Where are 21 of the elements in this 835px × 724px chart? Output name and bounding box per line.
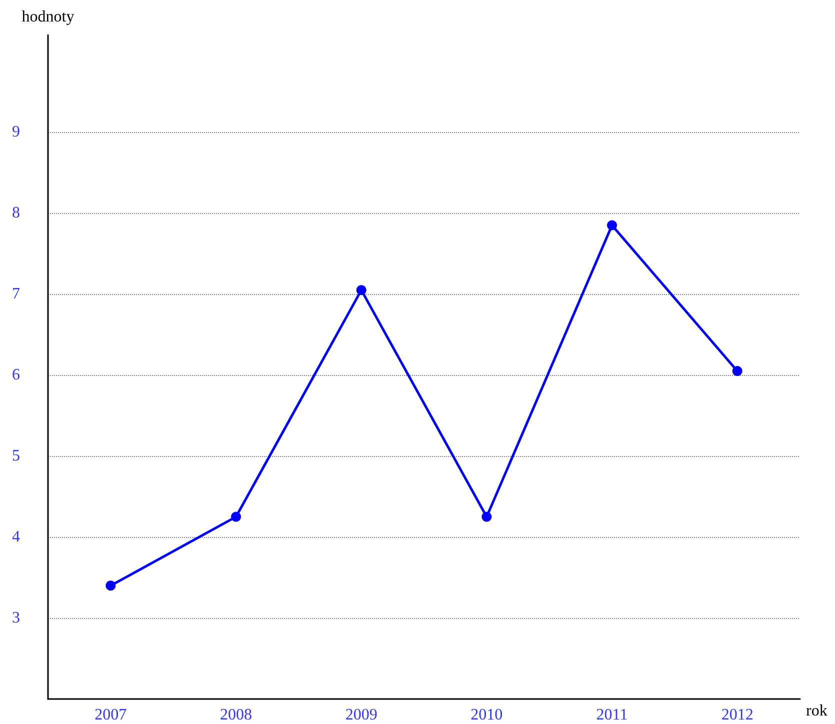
y-tick-label: 7 [12,286,20,303]
y-tick-label: 3 [12,610,20,627]
x-tick-label: 2009 [345,706,378,724]
point [356,285,366,296]
point [732,366,742,376]
point [607,220,617,230]
x-tick-label: 2011 [596,706,628,724]
x-axis-title: rok [806,702,828,720]
y-tick-label: 4 [12,528,20,546]
y-tick-label: 8 [12,204,20,222]
point [482,512,492,522]
x-tick-label: 2010 [470,706,503,724]
y-tick-label: 6 [12,366,20,384]
point [231,512,241,522]
x-tick-label: 2012 [721,706,754,724]
y-axis-title: hodnoty [22,8,74,26]
y-tick-label: 5 [12,448,20,465]
y-tick-label: 9 [12,124,20,141]
x-tick-label: 2008 [220,706,252,724]
x-tick-label: 2007 [94,706,127,724]
point [106,580,116,591]
